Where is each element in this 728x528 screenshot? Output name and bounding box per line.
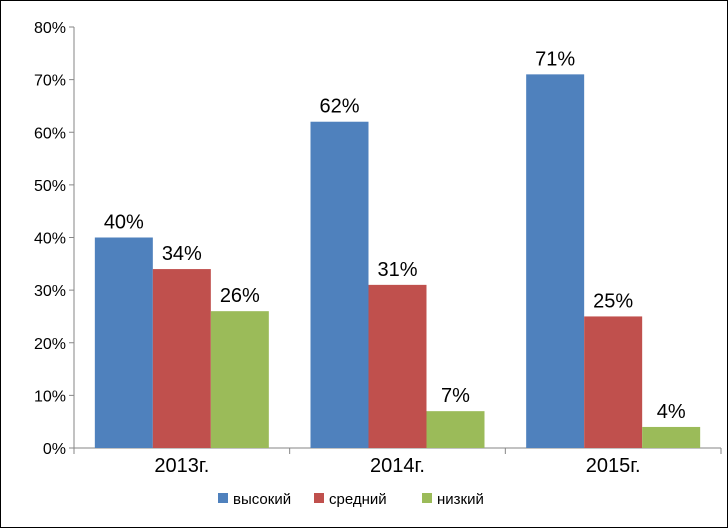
- data-label: 34%: [162, 243, 202, 265]
- bar-низкий-2015г.: [642, 426, 701, 448]
- y-tick-label: 10%: [34, 388, 66, 405]
- bar-низкий-2014г.: [426, 411, 485, 448]
- y-tick-label: 20%: [34, 336, 66, 353]
- data-label: 71%: [535, 48, 575, 70]
- data-label: 26%: [220, 285, 260, 307]
- x-category-label: 2013г.: [154, 455, 209, 477]
- data-label: 40%: [104, 212, 144, 234]
- y-tick-label: 80%: [34, 20, 66, 37]
- y-tick-label: 70%: [34, 73, 66, 90]
- y-tick-label: 30%: [34, 283, 66, 300]
- bar-высокий-2015г.: [526, 74, 585, 449]
- y-tick-label: 50%: [34, 178, 66, 195]
- legend-swatch-низкий: [422, 493, 432, 503]
- bar-средний-2014г.: [368, 284, 427, 448]
- x-category-label: 2015г.: [586, 455, 641, 477]
- bar-высокий-2013г.: [94, 237, 153, 448]
- data-label: 7%: [441, 385, 470, 407]
- data-label: 31%: [377, 259, 417, 281]
- data-label: 25%: [593, 290, 633, 312]
- y-tick-label: 40%: [34, 231, 66, 248]
- legend-label: средний: [329, 491, 387, 508]
- data-label: 62%: [319, 96, 359, 118]
- bar-высокий-2014г.: [310, 121, 369, 448]
- bar-средний-2015г.: [584, 316, 643, 448]
- legend-swatch-средний: [314, 493, 324, 503]
- legend-swatch-высокий: [218, 493, 228, 503]
- bar-низкий-2013г.: [210, 311, 269, 448]
- y-tick-label: 60%: [34, 125, 66, 142]
- x-category-label: 2014г.: [370, 455, 425, 477]
- bar-средний-2013г.: [152, 269, 211, 448]
- data-label: 4%: [657, 401, 686, 423]
- legend-label: низкий: [437, 491, 484, 508]
- y-tick-label: 0%: [43, 441, 66, 458]
- legend-label: высокий: [233, 491, 291, 508]
